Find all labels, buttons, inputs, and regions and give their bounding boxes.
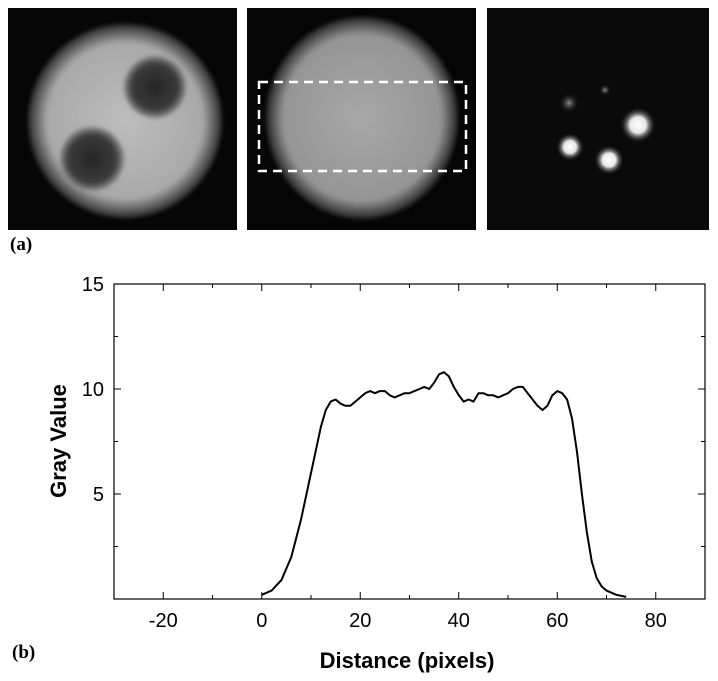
x-tick-label: 60: [546, 610, 568, 632]
selection-rectangle: [257, 80, 468, 173]
x-tick-label: 40: [448, 610, 470, 632]
microscopy-image-left: [8, 8, 237, 230]
y-tick-label: 5: [93, 484, 104, 506]
series-line: [261, 371, 627, 598]
panel-label-b: (b): [12, 642, 36, 663]
microscopy-image-middle: [247, 8, 476, 230]
plot-area: -20 0 20 40 60 80 5 10 15: [82, 274, 706, 632]
y-tick-label: 10: [82, 379, 104, 401]
plot-frame: [113, 283, 706, 600]
x-tick-label: 0: [256, 610, 267, 632]
x-tick-label: -20: [149, 610, 178, 632]
x-tick-label: 80: [645, 610, 667, 632]
x-axis-label: Distance (pixels): [320, 648, 495, 673]
y-axis-label: Gray Value: [46, 384, 71, 498]
line-profile-chart: -20 0 20 40 60 80 5 10 15 Distance (pixels) Gray…: [46, 274, 706, 673]
panel-label-a: (a): [10, 234, 33, 255]
microscopy-image-right: [487, 8, 709, 230]
x-tick-label: 20: [349, 610, 371, 632]
y-tick-label: 15: [82, 274, 104, 296]
